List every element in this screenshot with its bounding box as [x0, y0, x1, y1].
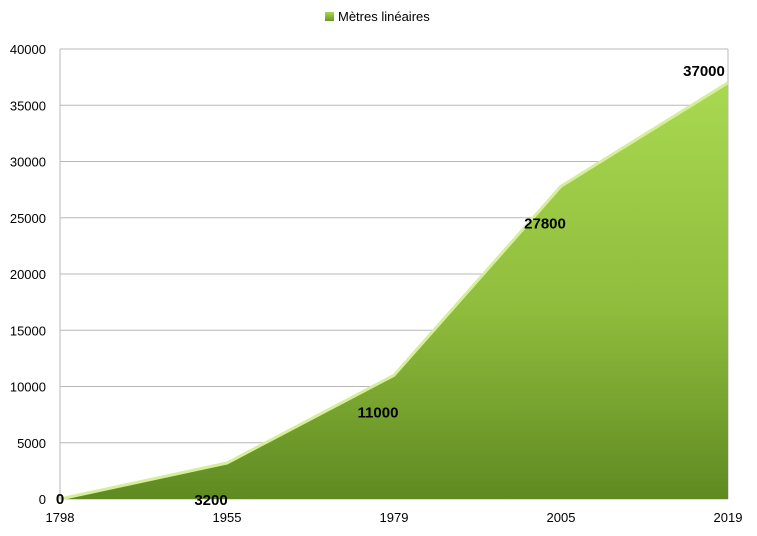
x-tick-label-1955: 1955 [213, 510, 242, 525]
y-axis-tick-labels: 0 5000 10000 15000 20000 25000 30000 35000 40000 [10, 42, 46, 507]
legend-swatch-metres-lineaires [325, 12, 334, 21]
y-tick-label-25000: 25000 [10, 211, 46, 226]
x-tick-label-2005: 2005 [547, 510, 576, 525]
y-tick-label-35000: 35000 [10, 98, 46, 113]
data-labels: 0 3200 11000 27800 37000 [56, 63, 725, 509]
data-label-1955: 3200 [194, 492, 227, 509]
series-area-metres-lineaires [59, 81, 729, 501]
y-tick-label-30000: 30000 [10, 155, 46, 170]
y-tick-label-20000: 20000 [10, 267, 46, 282]
x-axis-tick-labels: 1798 1955 1979 2005 2019 [46, 510, 743, 525]
data-label-1979: 11000 [358, 404, 399, 421]
area-top-edge [59, 81, 729, 501]
legend-label-metres-lineaires: Mètres linéaires [338, 9, 430, 24]
x-tick-label-1798: 1798 [46, 510, 75, 525]
y-tick-label-15000: 15000 [10, 323, 46, 338]
y-tick-label-5000: 5000 [17, 436, 46, 451]
gridlines [60, 48, 728, 500]
x-tick-label-1979: 1979 [380, 510, 409, 525]
y-tick-label-0: 0 [39, 492, 46, 507]
y-tick-label-10000: 10000 [10, 380, 46, 395]
y-tick-label-40000: 40000 [10, 42, 46, 57]
data-label-2005: 27800 [524, 215, 566, 232]
x-tick-label-2019: 2019 [714, 510, 743, 525]
legend: Mètres linéaires [325, 9, 430, 24]
data-label-1798: 0 [56, 491, 64, 508]
data-label-2019: 37000 [683, 63, 725, 80]
